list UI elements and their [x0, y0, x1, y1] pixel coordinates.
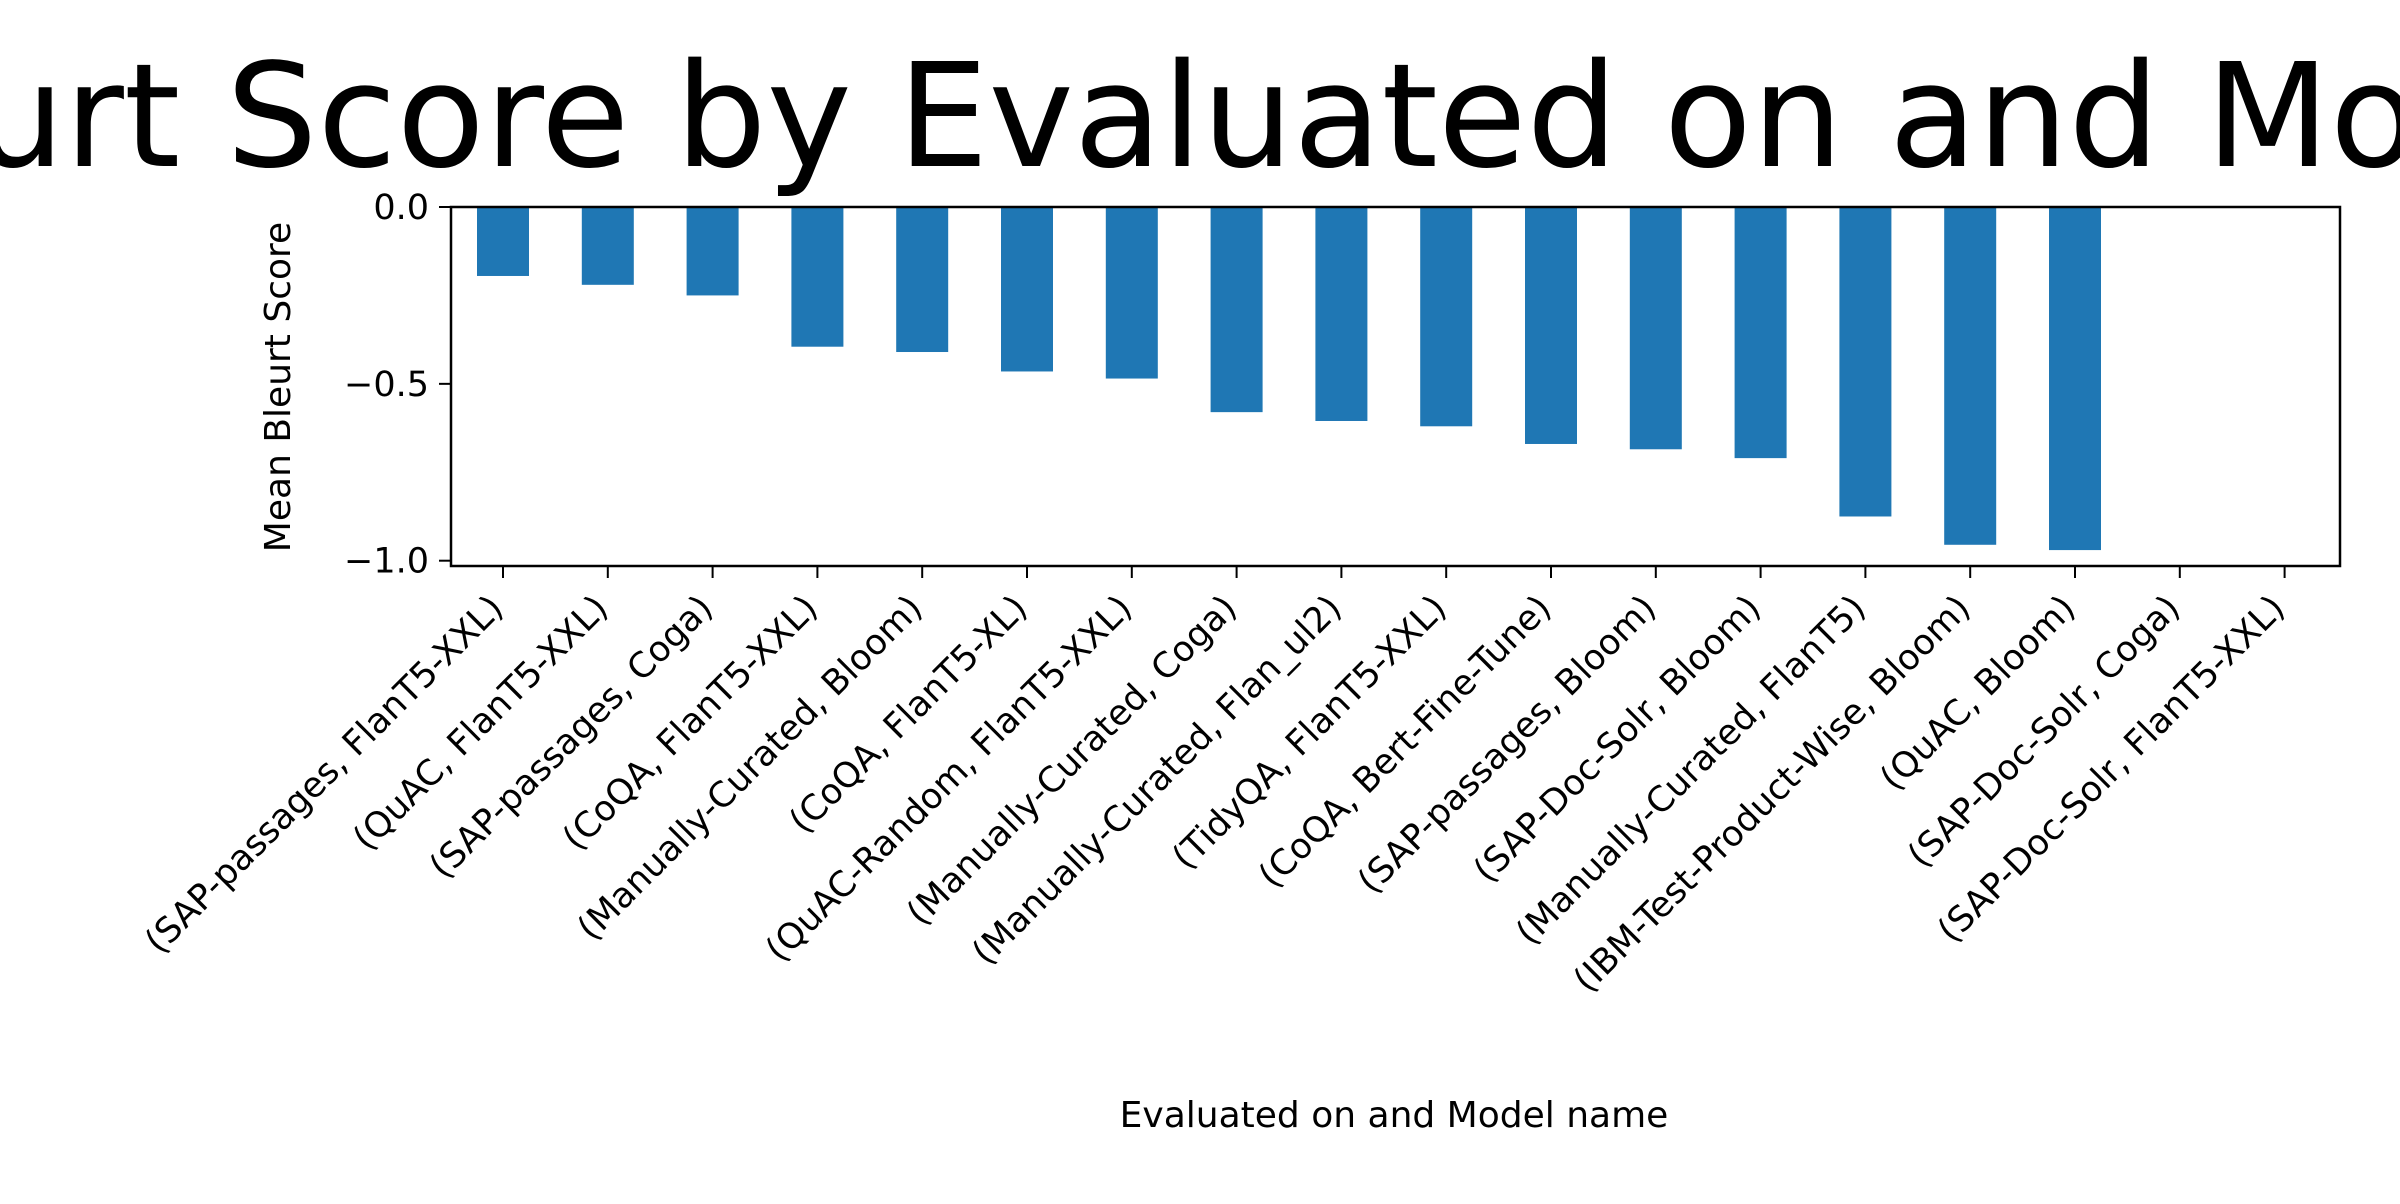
bar — [2049, 207, 2101, 551]
x-axis: (SAP-passages, FlanT5-XXL)(QuAC, FlanT5-… — [138, 566, 2293, 1000]
y-tick-label: 0.0 — [373, 188, 429, 228]
y-tick-label: −0.5 — [344, 365, 429, 405]
bar — [1105, 207, 1158, 379]
bar — [1420, 207, 1473, 427]
bar — [1734, 207, 1787, 459]
x-tick-label: (Manually-Curated, Flan_ul2) — [965, 588, 1350, 973]
bar — [581, 207, 634, 285]
bar — [791, 207, 844, 347]
y-axis-label: Mean Bleurt Score — [258, 222, 299, 552]
x-axis-label: Evaluated on and Model name — [1120, 1095, 1669, 1136]
bar — [1629, 207, 1682, 450]
bar — [896, 207, 949, 353]
bar — [477, 207, 529, 276]
chart-title: Mean Bleurt Score by Evaluated on and Mo… — [0, 32, 2400, 200]
bar — [1944, 207, 1997, 545]
y-tick-label: −1.0 — [344, 542, 429, 582]
bar — [1315, 207, 1368, 421]
bar — [1210, 207, 1263, 413]
plot-area-frame — [449, 205, 2342, 568]
bars-layer — [477, 207, 2101, 551]
x-tick-label: (QuAC, Bloom) — [1873, 588, 2084, 799]
y-axis: 0.0 −0.5 −1.0 — [344, 188, 451, 582]
bar — [1001, 207, 1053, 372]
bar — [686, 207, 739, 296]
bar — [1839, 207, 1892, 517]
bar — [1525, 207, 1577, 444]
